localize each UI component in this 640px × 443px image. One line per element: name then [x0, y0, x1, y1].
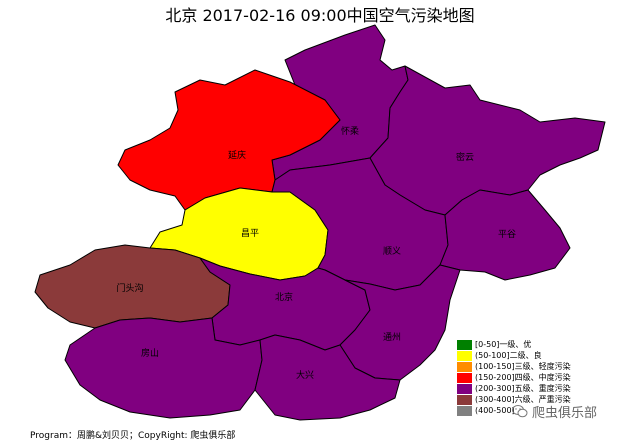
- watermark-text: 爬虫俱乐部: [532, 406, 598, 421]
- label-huairou: 怀柔: [341, 125, 359, 137]
- legend-label: [0-50]一级、优: [475, 340, 532, 349]
- district-tongzhou[interactable]: [339, 264, 461, 381]
- legend-swatch: [457, 372, 472, 383]
- legend-label: (300-400]六级、严重污染: [475, 395, 571, 404]
- legend-swatch: [457, 394, 472, 405]
- legend-swatch: [457, 350, 472, 361]
- legend-row-level1: [0-50]一级、优: [457, 339, 587, 350]
- label-miyun: 密云: [456, 151, 474, 163]
- map-title: 北京 2017-02-16 09:00中国空气污染地图: [165, 6, 475, 25]
- footer-credit: Program：周鹏&刘贝贝；CopyRight: 爬虫俱乐部: [30, 431, 236, 441]
- legend-row-level5: (200-300]五级、重度污染: [457, 383, 587, 394]
- label-daxing: 大兴: [296, 369, 314, 381]
- legend-row-level6: (300-400]六级、严重污染: [457, 394, 587, 405]
- label-shunyi: 顺义: [383, 246, 401, 257]
- legend-row-level4: (150-200]四级、中度污染: [457, 372, 587, 383]
- legend-swatch: [457, 339, 472, 350]
- legend-row-level7: (400-500]: [457, 405, 587, 416]
- legend-label: (200-300]五级、重度污染: [475, 384, 571, 393]
- legend-label: (400-500]: [475, 406, 515, 415]
- legend-swatch: [457, 361, 472, 372]
- label-mentougou: 门头沟: [116, 282, 143, 294]
- legend-label: (150-200]四级、中度污染: [475, 373, 571, 382]
- label-beijing: 北京: [275, 291, 293, 303]
- legend-label: (100-150]三级、轻度污染: [475, 362, 571, 371]
- label-fangshan: 房山: [141, 347, 159, 359]
- legend-row-level2: (50-100]二级、良: [457, 350, 587, 361]
- wechat-icon: [512, 405, 528, 418]
- watermark: 爬虫俱乐部: [512, 402, 597, 421]
- legend-label: (50-100]二级、良: [475, 351, 542, 360]
- district-daxing[interactable]: [254, 334, 401, 421]
- aqi-legend: [0-50]一级、优 (50-100]二级、良 (100-150]三级、轻度污染…: [457, 339, 587, 416]
- legend-swatch: [457, 383, 472, 394]
- label-tongzhou: 通州: [383, 332, 401, 343]
- label-pinggu: 平谷: [498, 229, 516, 240]
- legend-swatch: [457, 405, 472, 416]
- label-yanqing: 延庆: [228, 149, 246, 161]
- label-changping: 昌平: [241, 228, 259, 239]
- legend-row-level3: (100-150]三级、轻度污染: [457, 361, 587, 372]
